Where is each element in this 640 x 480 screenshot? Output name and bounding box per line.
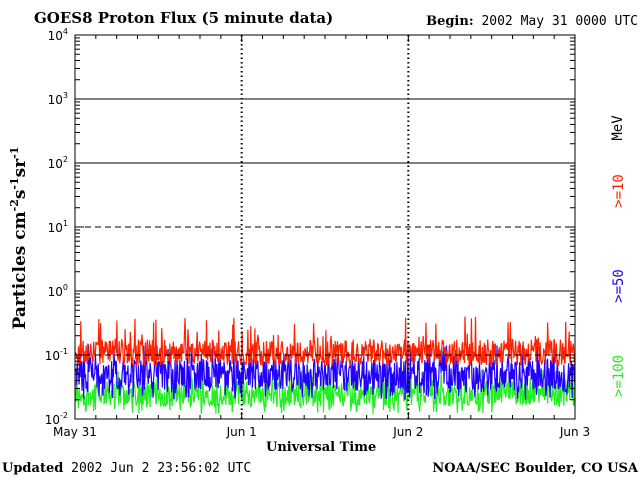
- chart-title: GOES8 Proton Flux (5 minute data): [34, 9, 334, 27]
- series-line-0: [74, 316, 576, 367]
- legend-unit: MeV: [610, 115, 626, 141]
- begin-label: Begin:: [426, 14, 474, 29]
- begin-value: 2002 May 31 0000 UTC: [481, 14, 638, 29]
- x-axis-label: Universal Time: [266, 440, 377, 455]
- x-tick-label: Jun 1: [226, 425, 257, 439]
- x-tick-label: Jun 3: [559, 425, 590, 439]
- y-tick-label: 102: [48, 155, 68, 171]
- y-tick-label: 101: [48, 219, 68, 235]
- x-tick-label: May 31: [53, 425, 97, 439]
- agency-credit: NOAA/SEC Boulder, CO USA: [432, 461, 638, 476]
- begin-time: Begin: 2002 May 31 0000 UTC: [426, 14, 638, 29]
- legend-item-100mev: >=100: [611, 354, 627, 398]
- legend-item-10mev: >=10: [611, 174, 627, 208]
- updated-time: Updated 2002 Jun 2 23:56:02 UTC: [2, 461, 251, 476]
- y-tick-label: 10-1: [45, 347, 68, 363]
- y-tick-label: 104: [48, 27, 68, 43]
- series-line-2: [74, 369, 576, 414]
- y-tick-label: 10-2: [45, 411, 68, 427]
- series-line-1: [74, 344, 576, 400]
- y-tick-label: 100: [48, 283, 68, 299]
- x-tick-label: Jun 2: [392, 425, 423, 439]
- updated-label: Updated: [2, 461, 64, 476]
- updated-value: 2002 Jun 2 23:56:02 UTC: [71, 461, 252, 476]
- y-tick-label: 103: [48, 91, 68, 107]
- legend-item-50mev: >=50: [611, 269, 627, 303]
